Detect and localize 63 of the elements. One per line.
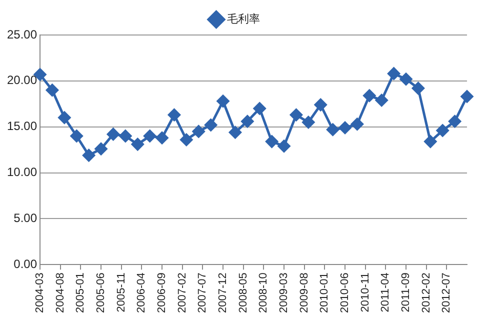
x-tick-label: 2012-02 — [420, 272, 432, 314]
point — [131, 138, 144, 151]
x-tick-label: 2011-09 — [400, 272, 412, 312]
x-tick-label: 2005-06 — [95, 272, 108, 314]
y-tick-label: 20.00 — [7, 73, 38, 88]
y-tick-label: 0.00 — [14, 256, 38, 271]
point — [436, 124, 449, 137]
point — [119, 130, 132, 142]
x-tick-label: 2010-11 — [359, 272, 372, 312]
point — [82, 149, 96, 162]
point — [180, 133, 193, 146]
point — [144, 130, 156, 142]
point — [192, 125, 205, 138]
x-tick-label: 2009-03 — [278, 272, 290, 314]
x-tick-label: 2004-03 — [34, 272, 46, 314]
point — [363, 89, 376, 102]
x-tick-label: 2006-09 — [156, 272, 168, 314]
point — [156, 132, 168, 144]
point — [388, 67, 400, 80]
point — [253, 102, 266, 115]
x-tick-label: 2007-02 — [176, 272, 188, 314]
point — [302, 116, 315, 129]
point — [460, 90, 474, 103]
point — [266, 135, 278, 148]
x-tick-label: 2007-12 — [217, 272, 230, 314]
point — [326, 123, 340, 136]
x-tick-label: 2007-07 — [196, 272, 209, 314]
y-tick-label: 10.00 — [7, 165, 38, 180]
point — [314, 98, 327, 112]
legend-label: 毛利率 — [226, 12, 260, 26]
x-tick-label: 2006-04 — [136, 272, 148, 314]
point — [412, 82, 424, 95]
point — [424, 135, 437, 148]
point — [70, 130, 83, 142]
x-tick-label: 2005-01 — [74, 272, 87, 314]
point — [216, 94, 230, 108]
y-tick-label: 25.00 — [7, 27, 38, 42]
point — [290, 108, 302, 122]
x-tick-label: 2009-08 — [298, 272, 310, 314]
point — [168, 108, 180, 122]
x-tick-label: 2008-10 — [258, 272, 270, 314]
y-tick-label: 5.00 — [14, 211, 38, 226]
x-tick-label: 2010-06 — [339, 272, 352, 314]
point — [94, 142, 108, 156]
point — [400, 72, 412, 86]
point — [278, 140, 290, 152]
point — [106, 128, 120, 140]
x-tick-label: 2008-05 — [237, 272, 250, 314]
x-tick-label: 2005-11 — [115, 272, 128, 312]
point — [58, 111, 71, 124]
x-tick-label: 2004-08 — [54, 272, 66, 314]
point — [241, 115, 254, 128]
x-tick-label: 2010-01 — [318, 272, 331, 314]
point — [228, 126, 242, 139]
point — [375, 94, 388, 106]
x-tick-label: 2012-07 — [440, 272, 453, 314]
x-tick-label: 2011-04 — [380, 272, 392, 312]
point — [204, 118, 218, 132]
point — [338, 122, 352, 134]
y-tick-label: 15.00 — [7, 119, 38, 134]
point — [448, 115, 462, 128]
point — [46, 84, 58, 96]
point — [350, 118, 364, 130]
